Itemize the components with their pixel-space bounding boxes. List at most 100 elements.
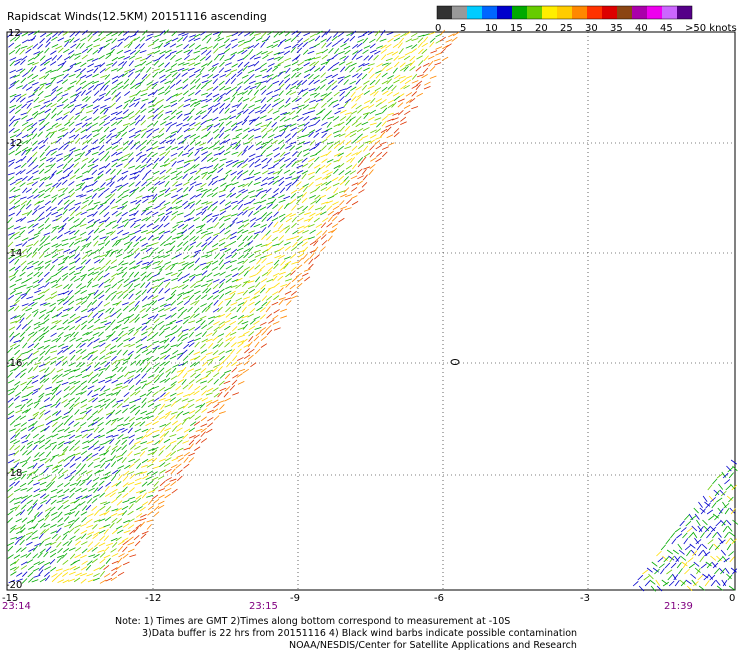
wind-barb: [183, 168, 190, 174]
wind-barb: [201, 156, 207, 162]
wind-barb: [320, 153, 328, 158]
wind-barb: [159, 151, 166, 156]
wind-barb: [667, 574, 673, 581]
wind-barb: [85, 564, 92, 571]
wind-barb: [32, 567, 40, 572]
wind-barb: [297, 42, 304, 48]
wind-barb: [146, 470, 154, 475]
wind-barb: [188, 62, 196, 66]
wind-barb: [7, 32, 13, 38]
wind-barb: [38, 327, 45, 332]
wind-barb: [116, 217, 122, 224]
wind-barb: [145, 432, 153, 438]
wind-barb: [15, 409, 23, 414]
wind-barb: [147, 402, 155, 408]
wind-barb: [115, 96, 121, 103]
wind-barb: [260, 103, 267, 110]
wind-barb: [31, 357, 38, 362]
wind-barb: [171, 444, 177, 451]
wind-barb: [271, 243, 279, 247]
wind-barb: [75, 417, 83, 421]
wind-barb: [68, 216, 75, 222]
wind-barb: [61, 114, 68, 120]
wind-barb: [182, 284, 189, 290]
wind-barb: [112, 402, 119, 408]
wind-barb: [57, 73, 64, 78]
legend-label: 40: [635, 23, 648, 34]
wind-barb: [20, 112, 28, 116]
wind-barb: [727, 525, 733, 532]
wind-barb: [9, 186, 16, 192]
wind-barb: [713, 489, 720, 495]
wind-barb: [20, 498, 27, 504]
wind-barb: [111, 89, 117, 96]
wind-barb: [7, 379, 15, 384]
wind-barb: [69, 32, 76, 38]
wind-barb: [308, 38, 315, 43]
wind-barb: [37, 271, 44, 278]
wind-barb: [229, 109, 237, 114]
wind-barb: [104, 402, 111, 409]
wind-barb: [441, 56, 449, 61]
wind-barb: [331, 67, 339, 72]
wind-barb: [97, 204, 104, 210]
wind-barb: [730, 567, 737, 573]
wind-barb: [80, 67, 86, 74]
wind-barb: [33, 86, 40, 92]
wind-barb: [727, 574, 733, 581]
wind-barb: [392, 43, 399, 48]
wind-barb: [160, 240, 166, 247]
wind-barb: [153, 273, 161, 277]
wind-barb: [376, 63, 383, 68]
wind-barb: [93, 464, 101, 468]
wind-barb: [292, 229, 299, 235]
wind-barb: [164, 288, 171, 294]
wind-barb: [33, 337, 40, 343]
wind-barb: [93, 105, 100, 110]
wind-barb: [171, 426, 178, 433]
wind-barb: [684, 545, 691, 551]
wind-barb: [242, 108, 249, 114]
wind-barb: [314, 164, 321, 169]
wind-barb: [189, 34, 197, 38]
wind-barb: [68, 241, 75, 248]
wind-barb: [266, 201, 274, 205]
wind-barb: [115, 525, 123, 530]
wind-barb: [62, 548, 70, 553]
wind-barb: [236, 173, 243, 180]
wind-barb: [69, 482, 77, 487]
wind-barb: [20, 422, 27, 427]
wind-barb: [157, 504, 165, 509]
x-label-n6: -6: [434, 593, 444, 604]
wind-barb: [20, 434, 28, 439]
wind-barb: [38, 99, 45, 103]
wind-barb: [201, 35, 208, 41]
wind-barb: [51, 389, 58, 396]
wind-barb: [224, 48, 231, 53]
wind-barb: [169, 355, 177, 360]
wind-barb: [87, 438, 95, 444]
wind-barb: [374, 139, 381, 145]
wind-barb: [176, 469, 183, 475]
wind-barb: [295, 83, 301, 90]
wind-barb: [50, 130, 58, 134]
wind-barb: [76, 283, 82, 289]
wind-barb: [111, 56, 119, 62]
wind-barb: [333, 140, 341, 145]
wind-barb: [74, 168, 80, 174]
wind-barb: [698, 550, 704, 557]
wind-barb: [39, 82, 47, 86]
wind-barb: [62, 163, 68, 170]
wind-barb: [40, 61, 47, 66]
wind-barb: [152, 494, 159, 500]
wind-barb: [393, 33, 401, 38]
wind-barb: [86, 133, 92, 139]
wind-barb: [177, 312, 183, 319]
wind-barb: [205, 399, 213, 404]
wind-barb: [7, 362, 14, 368]
wind-barb: [255, 276, 261, 283]
wind-barb: [398, 98, 405, 103]
wind-barb: [37, 223, 45, 229]
wind-barb: [31, 122, 38, 128]
wind-barb: [716, 497, 723, 503]
